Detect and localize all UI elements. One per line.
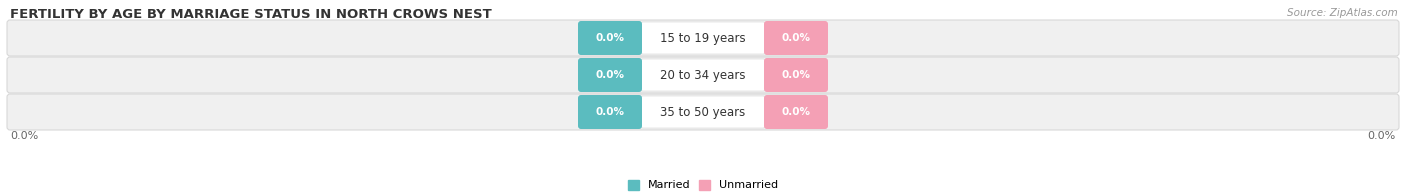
- Text: FERTILITY BY AGE BY MARRIAGE STATUS IN NORTH CROWS NEST: FERTILITY BY AGE BY MARRIAGE STATUS IN N…: [10, 8, 492, 21]
- FancyBboxPatch shape: [578, 21, 643, 55]
- Legend: Married, Unmarried: Married, Unmarried: [627, 180, 779, 191]
- FancyBboxPatch shape: [640, 59, 766, 91]
- Text: 0.0%: 0.0%: [1368, 131, 1396, 141]
- FancyBboxPatch shape: [578, 58, 643, 92]
- FancyBboxPatch shape: [7, 20, 1399, 56]
- FancyBboxPatch shape: [578, 95, 643, 129]
- Text: 15 to 19 years: 15 to 19 years: [661, 32, 745, 44]
- Text: 0.0%: 0.0%: [10, 131, 38, 141]
- Text: Source: ZipAtlas.com: Source: ZipAtlas.com: [1288, 8, 1398, 18]
- FancyBboxPatch shape: [763, 95, 828, 129]
- FancyBboxPatch shape: [640, 22, 766, 54]
- Text: 20 to 34 years: 20 to 34 years: [661, 68, 745, 82]
- FancyBboxPatch shape: [763, 21, 828, 55]
- FancyBboxPatch shape: [763, 58, 828, 92]
- Text: 35 to 50 years: 35 to 50 years: [661, 105, 745, 119]
- Text: 0.0%: 0.0%: [782, 70, 810, 80]
- Text: 0.0%: 0.0%: [596, 107, 624, 117]
- Text: 0.0%: 0.0%: [596, 70, 624, 80]
- FancyBboxPatch shape: [7, 57, 1399, 93]
- FancyBboxPatch shape: [7, 94, 1399, 130]
- Text: 0.0%: 0.0%: [782, 33, 810, 43]
- FancyBboxPatch shape: [640, 96, 766, 128]
- Text: 0.0%: 0.0%: [782, 107, 810, 117]
- Text: 0.0%: 0.0%: [596, 33, 624, 43]
